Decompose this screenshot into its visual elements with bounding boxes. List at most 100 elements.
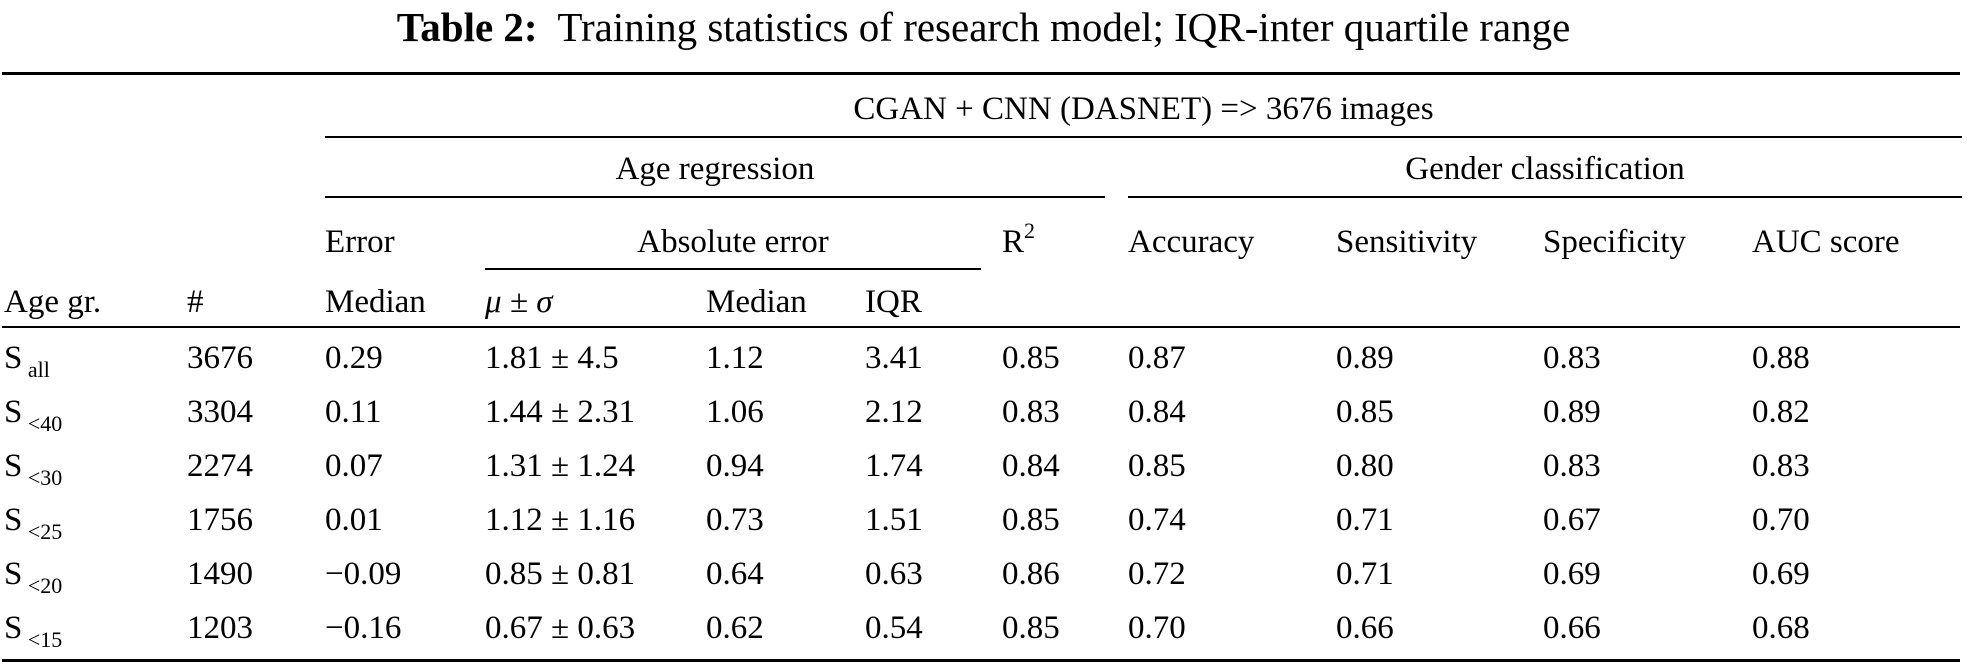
abs-median-cell: 0.62 (706, 610, 764, 646)
age-regression-header: Age regression (615, 151, 815, 187)
error-header: Error (325, 224, 395, 260)
count-cell: 2274 (187, 448, 253, 484)
count-cell: 1203 (187, 610, 253, 646)
count-header: # (187, 284, 204, 320)
age-group-symbol: S (4, 394, 23, 430)
iqr-cell: 1.51 (865, 502, 923, 538)
auc-cell: 0.82 (1752, 394, 1810, 430)
absolute-error-rule (485, 268, 981, 270)
age-group-subscript: <20 (22, 573, 63, 598)
age-group-subscript: <15 (22, 627, 63, 652)
error-median-cell: 0.29 (325, 340, 383, 376)
abs-median-cell: 0.94 (706, 448, 764, 484)
specificity-cell: 0.67 (1543, 502, 1601, 538)
count-cell: 1490 (187, 556, 253, 592)
specificity-header: Specificity (1543, 224, 1686, 260)
caption-label: Table 2: (396, 4, 538, 50)
age-group-cell: S <20 (4, 554, 62, 597)
sensitivity-cell: 0.89 (1336, 340, 1394, 376)
sensitivity-header: Sensitivity (1336, 224, 1478, 260)
age-group-cell: S <25 (4, 500, 62, 543)
r2-cell: 0.85 (1002, 340, 1060, 376)
accuracy-cell: 0.70 (1128, 610, 1186, 646)
auc-cell: 0.83 (1752, 448, 1810, 484)
count-cell: 1756 (187, 502, 253, 538)
age-group-symbol: S (4, 556, 23, 592)
sensitivity-cell: 0.66 (1336, 610, 1394, 646)
age-group-symbol: S (4, 448, 23, 484)
r2-cell: 0.84 (1002, 448, 1060, 484)
mu-sigma-cell: 0.67 ± 0.63 (485, 610, 636, 646)
age-group-symbol: S (4, 610, 23, 646)
absolute-error-header: Absolute error (637, 224, 829, 260)
age-group-cell: S <15 (4, 608, 62, 651)
specificity-cell: 0.66 (1543, 610, 1601, 646)
sensitivity-cell: 0.71 (1336, 556, 1394, 592)
accuracy-cell: 0.84 (1128, 394, 1186, 430)
auc-cell: 0.88 (1752, 340, 1810, 376)
age-group-subscript: <40 (22, 411, 63, 436)
sensitivity-cell: 0.85 (1336, 394, 1394, 430)
error-median-header: Median (325, 284, 426, 320)
r2-header: R2 (1002, 218, 1036, 261)
gender-classification-rule (1128, 196, 1962, 198)
group-rule (325, 136, 1962, 138)
r2-cell: 0.86 (1002, 556, 1060, 592)
auc-header: AUC score (1752, 224, 1900, 260)
gender-classification-header: Gender classification (1405, 151, 1685, 187)
r2-cell: 0.83 (1002, 394, 1060, 430)
iqr-cell: 1.74 (865, 448, 923, 484)
auc-cell: 0.70 (1752, 502, 1810, 538)
sensitivity-cell: 0.80 (1336, 448, 1394, 484)
count-cell: 3304 (187, 394, 253, 430)
abs-median-cell: 1.06 (706, 394, 764, 430)
iqr-header: IQR (865, 284, 922, 320)
age-group-cell: S <40 (4, 392, 62, 435)
mu-sigma-header: μ ± σ (485, 284, 553, 320)
specificity-cell: 0.83 (1543, 340, 1601, 376)
error-median-cell: 0.01 (325, 502, 383, 538)
accuracy-cell: 0.87 (1128, 340, 1186, 376)
age-group-subscript: <30 (22, 465, 63, 490)
sensitivity-cell: 0.71 (1336, 502, 1394, 538)
header-bottom-rule (2, 326, 1960, 328)
table-caption: Table 2: Training statistics of research… (0, 2, 1967, 52)
error-median-cell: −0.09 (325, 556, 402, 592)
accuracy-cell: 0.74 (1128, 502, 1186, 538)
accuracy-cell: 0.72 (1128, 556, 1186, 592)
abs-median-cell: 0.64 (706, 556, 764, 592)
accuracy-cell: 0.85 (1128, 448, 1186, 484)
age-regression-rule (325, 196, 1105, 198)
mu-sigma-cell: 1.31 ± 1.24 (485, 448, 636, 484)
top-rule (2, 72, 1960, 75)
r2-cell: 0.85 (1002, 610, 1060, 646)
iqr-cell: 3.41 (865, 340, 923, 376)
abs-median-cell: 0.73 (706, 502, 764, 538)
specificity-cell: 0.89 (1543, 394, 1601, 430)
group-header: CGAN + CNN (DASNET) => 3676 images (853, 91, 1434, 127)
specificity-cell: 0.83 (1543, 448, 1601, 484)
iqr-cell: 0.63 (865, 556, 923, 592)
age-group-subscript: all (22, 357, 50, 382)
mu-sigma-cell: 1.44 ± 2.31 (485, 394, 636, 430)
abs-median-cell: 1.12 (706, 340, 764, 376)
bottom-rule (2, 659, 1960, 662)
age-group-header: Age gr. (4, 284, 102, 320)
error-median-cell: −0.16 (325, 610, 402, 646)
auc-cell: 0.68 (1752, 610, 1810, 646)
age-group-cell: S all (4, 338, 50, 381)
r2-cell: 0.85 (1002, 502, 1060, 538)
iqr-cell: 2.12 (865, 394, 923, 430)
mu-sigma-cell: 0.85 ± 0.81 (485, 556, 636, 592)
age-group-cell: S <30 (4, 446, 62, 489)
caption-text: Training statistics of research model; I… (557, 4, 1571, 50)
mu-sigma-cell: 1.12 ± 1.16 (485, 502, 636, 538)
error-median-cell: 0.07 (325, 448, 383, 484)
age-group-subscript: <25 (22, 519, 63, 544)
accuracy-header: Accuracy (1128, 224, 1255, 260)
auc-cell: 0.69 (1752, 556, 1810, 592)
error-median-cell: 0.11 (325, 394, 382, 430)
abs-median-header: Median (706, 284, 807, 320)
age-group-symbol: S (4, 340, 23, 376)
count-cell: 3676 (187, 340, 253, 376)
